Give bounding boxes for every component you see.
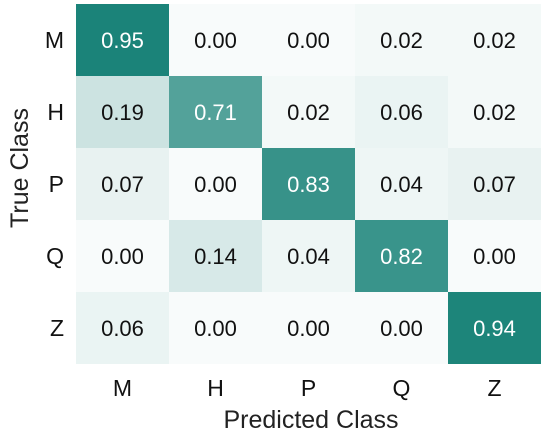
- heatmap-cell-H-Z: [448, 76, 541, 148]
- cell-value-label: 0.02: [473, 100, 516, 125]
- cell-value-label: 0.07: [473, 172, 516, 197]
- heatmap-cells: [76, 4, 541, 364]
- y-tick-label: M: [45, 27, 64, 53]
- cell-value-label: 0.71: [194, 100, 237, 125]
- heatmap-cell-Z-M: [76, 292, 169, 364]
- cell-value-label: 0.95: [101, 28, 144, 53]
- cell-value-label: 0.07: [101, 172, 144, 197]
- cell-value-labels: 0.95 0.00 0.00 0.02 0.02 0.19 0.71 0.02 0.06 0.02…: [101, 28, 516, 341]
- heatmap-cell-H-H: [169, 76, 262, 148]
- heatmap-cell-Z-P: [262, 292, 355, 364]
- heatmap-cell-Q-Z: [448, 220, 541, 292]
- cell-value-label: 0.00: [194, 28, 237, 53]
- heatmap-cell-M-M: [76, 4, 169, 76]
- y-axis-tick-labels: M H P Q Z: [45, 27, 64, 341]
- cell-value-label: 0.00: [287, 28, 330, 53]
- heatmap-cell-M-P: [262, 4, 355, 76]
- heatmap-cell-P-H: [169, 148, 262, 220]
- heatmap-cell-H-M: [76, 76, 169, 148]
- heatmap-cell-P-Q: [355, 148, 448, 220]
- cell-value-label: 0.82: [380, 244, 423, 269]
- cell-value-label: 0.06: [380, 100, 423, 125]
- heatmap-cell-M-H: [169, 4, 262, 76]
- y-tick-label: P: [49, 171, 64, 197]
- cell-value-label: 0.94: [473, 316, 516, 341]
- cell-value-label: 0.00: [473, 244, 516, 269]
- x-tick-label: P: [301, 375, 316, 401]
- cell-value-label: 0.19: [101, 100, 144, 125]
- cell-value-label: 0.02: [380, 28, 423, 53]
- x-axis-label: Predicted Class: [223, 406, 398, 434]
- heatmap-cell-Q-H: [169, 220, 262, 292]
- cell-value-label: 0.00: [380, 316, 423, 341]
- x-tick-label: M: [113, 375, 132, 401]
- heatmap-cell-H-Q: [355, 76, 448, 148]
- heatmap-cell-P-Z: [448, 148, 541, 220]
- cell-value-label: 0.00: [101, 244, 144, 269]
- cell-value-label: 0.02: [287, 100, 330, 125]
- heatmap-cell-M-Q: [355, 4, 448, 76]
- heatmap-cell-P-P: [262, 148, 355, 220]
- heatmap-cell-M-Z: [448, 4, 541, 76]
- cell-value-label: 0.04: [287, 244, 330, 269]
- heatmap-cell-Z-Q: [355, 292, 448, 364]
- cell-value-label: 0.00: [194, 172, 237, 197]
- heatmap-cell-Q-P: [262, 220, 355, 292]
- y-axis-label: True Class: [6, 108, 34, 228]
- y-tick-label: H: [47, 99, 64, 125]
- x-tick-label: H: [207, 375, 224, 401]
- cell-value-label: 0.04: [380, 172, 423, 197]
- heatmap-cell-Z-H: [169, 292, 262, 364]
- heatmap-cell-Z-Z: [448, 292, 541, 364]
- cell-value-label: 0.83: [287, 172, 330, 197]
- cell-value-label: 0.00: [287, 316, 330, 341]
- heatmap-cell-Q-M: [76, 220, 169, 292]
- cell-value-label: 0.00: [194, 316, 237, 341]
- y-tick-label: Z: [50, 315, 64, 341]
- x-tick-label: Q: [393, 375, 411, 401]
- cell-value-label: 0.06: [101, 316, 144, 341]
- x-tick-label: Z: [487, 375, 501, 401]
- heatmap-cell-H-P: [262, 76, 355, 148]
- heatmap-cell-Q-Q: [355, 220, 448, 292]
- cell-value-label: 0.14: [194, 244, 237, 269]
- heatmap-cell-P-M: [76, 148, 169, 220]
- cell-value-label: 0.02: [473, 28, 516, 53]
- y-tick-label: Q: [46, 243, 64, 269]
